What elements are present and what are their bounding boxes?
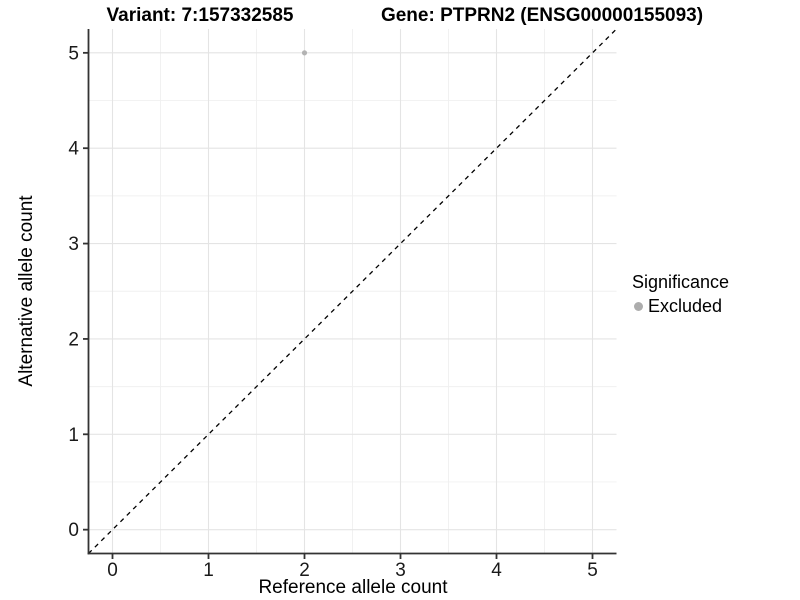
identity-line — [88, 28, 617, 554]
legend-title: Significance — [632, 272, 730, 292]
legend-item-excluded: Excluded — [634, 296, 729, 317]
x-tick-label: 0 — [107, 560, 118, 581]
data-point — [301, 50, 308, 56]
legend: Significance Excluded — [632, 272, 729, 317]
y-tick-label: 4 — [68, 139, 79, 160]
x-tick-label: 5 — [587, 560, 598, 581]
y-tick-label: 2 — [68, 329, 79, 350]
legend-key-dot-icon — [634, 302, 643, 311]
x-tick-label: 1 — [203, 560, 214, 581]
x-axis-title: Reference allele count — [258, 577, 448, 598]
x-tick-label: 4 — [491, 560, 502, 581]
x-tick-label: 3 — [395, 560, 406, 581]
y-tick-label: 0 — [68, 520, 79, 541]
plot-title-gene: Gene: PTPRN2 (ENSG00000155093) — [380, 5, 704, 26]
y-tick-label: 3 — [68, 234, 79, 255]
y-tick-label: 1 — [68, 425, 79, 446]
y-tick-label: 5 — [68, 43, 79, 64]
legend-item-label: Excluded — [648, 296, 723, 316]
x-tick-label: 2 — [299, 560, 310, 581]
plot-title-variant: Variant: 7:157332585 — [106, 5, 294, 26]
